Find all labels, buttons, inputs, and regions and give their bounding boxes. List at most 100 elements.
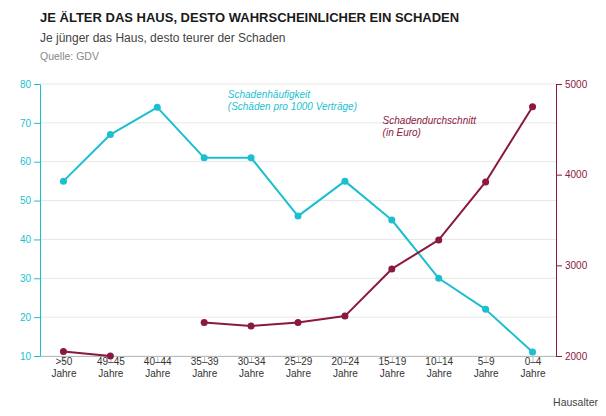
x-tick-label-line: Jahre <box>145 368 170 379</box>
x-tick-label-line: 15–19 <box>378 356 406 367</box>
series-point <box>388 265 395 272</box>
y-tick: 30 <box>20 273 40 284</box>
x-tick-label-line: Jahre <box>51 368 76 379</box>
x-tick: 30–34Jahre <box>238 356 266 379</box>
y-tick-mark <box>34 162 40 163</box>
series-point <box>529 349 536 356</box>
x-tick-label-line: Jahre <box>192 368 217 379</box>
y-tick: 20 <box>20 312 40 323</box>
series-point <box>388 217 395 224</box>
annotation-line: Schadenhäufigkeit <box>228 89 312 100</box>
source: Quelle: GDV <box>40 50 99 62</box>
x-axis-label: Hausalter <box>553 396 598 408</box>
y2-tick-mark <box>556 175 562 176</box>
y-tick: 40 <box>20 234 40 245</box>
x-tick-label-line: 35–39 <box>191 356 219 367</box>
x-tick: 5–9Jahre <box>474 356 499 379</box>
x-tick-label: 25–29Jahre <box>285 356 313 379</box>
series-line <box>63 107 532 356</box>
x-tick-label-line: 25–29 <box>285 356 313 367</box>
x-tick: 15–19Jahre <box>378 356 406 379</box>
y-tick-label: 30 <box>20 273 32 284</box>
annotation: Schadenhäufigkeit(Schäden pro 1000 Vertr… <box>228 89 357 112</box>
y-tick: 70 <box>20 118 40 129</box>
series-point <box>107 131 114 138</box>
y-tick: 80 <box>20 79 40 90</box>
x-tick-label-line: Jahre <box>427 368 452 379</box>
y2-tick-mark <box>556 356 562 357</box>
series-point <box>435 275 442 282</box>
series-point <box>60 178 67 185</box>
x-tick-label-line: Jahre <box>286 368 311 379</box>
y-tick-label: 20 <box>20 312 32 323</box>
grid-line <box>40 317 556 318</box>
y-tick-label: 80 <box>20 79 32 90</box>
y-tick-label: 10 <box>20 351 32 362</box>
x-tick: 40–44Jahre <box>144 356 172 379</box>
grid-line <box>40 200 556 201</box>
y-tick-label: 40 <box>20 234 32 245</box>
y2-tick: 2000 <box>556 351 588 362</box>
title: JE ÄLTER DAS HAUS, DESTO WAHRSCHEINLICHE… <box>40 10 459 25</box>
series-point <box>482 306 489 313</box>
x-tick-label-line: Jahre <box>521 368 546 379</box>
y-axis-left: 10 20 30 40 50 60 70 80 <box>20 79 41 362</box>
y2-tick: 4000 <box>556 169 588 180</box>
x-tick-label-line: Jahre <box>474 368 499 379</box>
grid-line <box>40 161 556 162</box>
x-tick-label-line: 30–34 <box>238 356 266 367</box>
series-point <box>529 103 536 110</box>
series-point <box>107 353 114 360</box>
y-axis-right: 2000300040005000 <box>556 79 588 362</box>
grid-line <box>40 239 556 240</box>
y-tick-mark <box>34 317 40 318</box>
x-tick-label-line: Jahre <box>239 368 264 379</box>
x-tick-label-line: >50 <box>55 356 72 367</box>
series-point <box>248 154 255 161</box>
x-tick-label-line: Jahre <box>333 368 358 379</box>
annotation: Schadendurchschnitt(in Euro) <box>383 115 478 138</box>
chart-container: JE ÄLTER DAS HAUS, DESTO WAHRSCHEINLICHE… <box>0 0 606 416</box>
annotation-line: (in Euro) <box>383 127 421 138</box>
series-point <box>201 319 208 326</box>
y-tick: 60 <box>20 156 40 167</box>
grid-line <box>40 122 556 123</box>
grid-line <box>40 84 556 85</box>
x-tick-label-line: Jahre <box>380 368 405 379</box>
x-tick-label-line: 0–4 <box>525 356 542 367</box>
series-point <box>248 323 255 330</box>
y-tick-mark <box>34 278 40 279</box>
x-tick: 35–39Jahre <box>191 356 219 379</box>
x-tick-label: 20–24Jahre <box>332 356 360 379</box>
grid <box>40 84 556 356</box>
x-tick-label: 40–44Jahre <box>144 356 172 379</box>
y-tick-mark <box>34 239 40 240</box>
x-axis: >50Jahre49–45Jahre40–44Jahre35–39Jahre30… <box>41 356 557 379</box>
y2-tick-label: 2000 <box>565 351 588 362</box>
y-tick-label: 60 <box>20 156 32 167</box>
y2-tick-mark <box>556 84 562 85</box>
series-line <box>63 107 532 352</box>
series-point <box>295 213 302 220</box>
y-tick-mark <box>34 84 40 85</box>
series-point <box>482 178 489 185</box>
y2-tick-mark <box>556 265 562 266</box>
x-tick-label: 35–39Jahre <box>191 356 219 379</box>
annotation-line: (Schäden pro 1000 Verträge) <box>228 101 357 112</box>
x-tick: 0–4Jahre <box>521 356 546 379</box>
x-tick-label-line: 20–24 <box>332 356 360 367</box>
grid-line <box>40 278 556 279</box>
series-point <box>295 319 302 326</box>
x-tick-label: >50Jahre <box>51 356 76 379</box>
series-point <box>60 348 67 355</box>
series-point <box>341 313 348 320</box>
x-tick: >50Jahre <box>51 356 76 379</box>
y2-tick-label: 4000 <box>565 169 588 180</box>
annotation-line: Schadendurchschnitt <box>383 115 478 126</box>
y2-tick: 3000 <box>556 260 588 271</box>
y-tick: 50 <box>20 195 40 206</box>
x-tick-label-line: 40–44 <box>144 356 172 367</box>
y-tick-mark <box>34 356 40 357</box>
axis-line <box>556 85 557 357</box>
x-tick: 20–24Jahre <box>332 356 360 379</box>
